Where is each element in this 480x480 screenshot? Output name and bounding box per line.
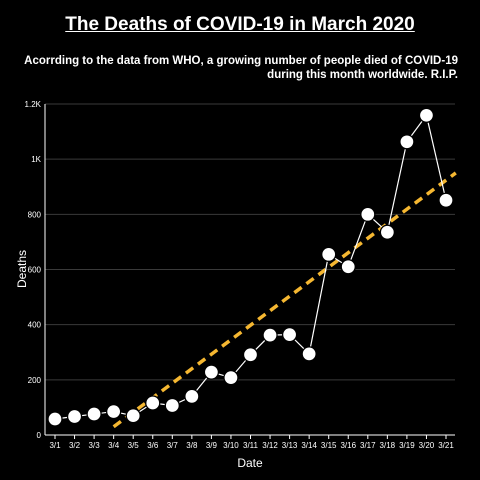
chart-subtitle: Acorrding to the data from WHO, a growin… xyxy=(24,55,458,81)
x-tick-label: 3/11 xyxy=(243,441,259,450)
data-point xyxy=(184,388,200,405)
data-point xyxy=(438,192,454,208)
series-layer xyxy=(47,107,454,427)
data-point xyxy=(321,246,337,262)
x-tick-label: 3/9 xyxy=(206,441,218,450)
chart-title: The Deaths of COVID-19 in March 2020 xyxy=(65,14,415,35)
data-point xyxy=(262,327,278,343)
x-tick-label: 3/4 xyxy=(108,441,120,450)
data-point xyxy=(301,346,317,362)
x-tick-label: 3/10 xyxy=(223,441,239,450)
x-tick-label: 3/21 xyxy=(438,441,454,450)
data-point xyxy=(242,347,259,363)
data-point xyxy=(360,206,376,222)
data-point xyxy=(379,224,396,240)
y-tick-label: 1.2K xyxy=(25,100,42,109)
data-point xyxy=(125,408,141,424)
x-tick-label: 3/20 xyxy=(419,441,435,450)
y-tick-label: 1K xyxy=(31,155,41,164)
series-line xyxy=(54,113,447,420)
x-tick-label: 3/19 xyxy=(399,441,415,450)
x-tick-label: 3/16 xyxy=(340,441,356,450)
x-tick-label: 3/5 xyxy=(128,441,140,450)
y-tick-label: 600 xyxy=(28,266,42,275)
x-tick-label: 3/13 xyxy=(282,441,298,450)
y-tick-label: 0 xyxy=(37,431,42,440)
data-point xyxy=(145,395,161,411)
data-point xyxy=(418,107,435,123)
x-tick-label: 3/1 xyxy=(49,441,61,450)
data-point xyxy=(106,403,122,420)
data-point xyxy=(223,369,239,386)
trend-line xyxy=(112,171,457,429)
x-tick-label: 3/3 xyxy=(89,441,101,450)
y-tick-label: 800 xyxy=(28,210,42,219)
x-tick-label: 3/2 xyxy=(69,441,81,450)
y-tick-label: 400 xyxy=(28,321,42,330)
data-point xyxy=(203,364,220,380)
trend-layer xyxy=(112,171,457,429)
y-axis-label: Deaths xyxy=(15,250,29,288)
x-tick-label: 3/14 xyxy=(301,441,317,450)
data-point xyxy=(47,411,63,427)
x-tick-label: 3/17 xyxy=(360,441,376,450)
data-point xyxy=(399,134,415,150)
x-tick-label: 3/6 xyxy=(147,441,159,450)
x-axis-label: Date xyxy=(237,456,263,470)
data-point xyxy=(66,408,83,425)
data-point xyxy=(86,406,102,422)
data-point xyxy=(281,326,298,343)
x-tick-label: 3/15 xyxy=(321,441,337,450)
data-point xyxy=(164,397,180,414)
x-tick-label: 3/8 xyxy=(186,441,198,450)
x-tick-label: 3/18 xyxy=(380,441,396,450)
x-tick-label: 3/7 xyxy=(167,441,179,450)
x-tick-label: 3/12 xyxy=(262,441,278,450)
axis-layer: 0 200 400 600 800 1K 1.2K 3/1 3/2 3/3 3/4 3/5 3/6 3/7… xyxy=(25,100,455,450)
grid-layer xyxy=(45,103,455,381)
y-tick-label: 200 xyxy=(28,376,42,385)
data-point xyxy=(340,259,356,275)
